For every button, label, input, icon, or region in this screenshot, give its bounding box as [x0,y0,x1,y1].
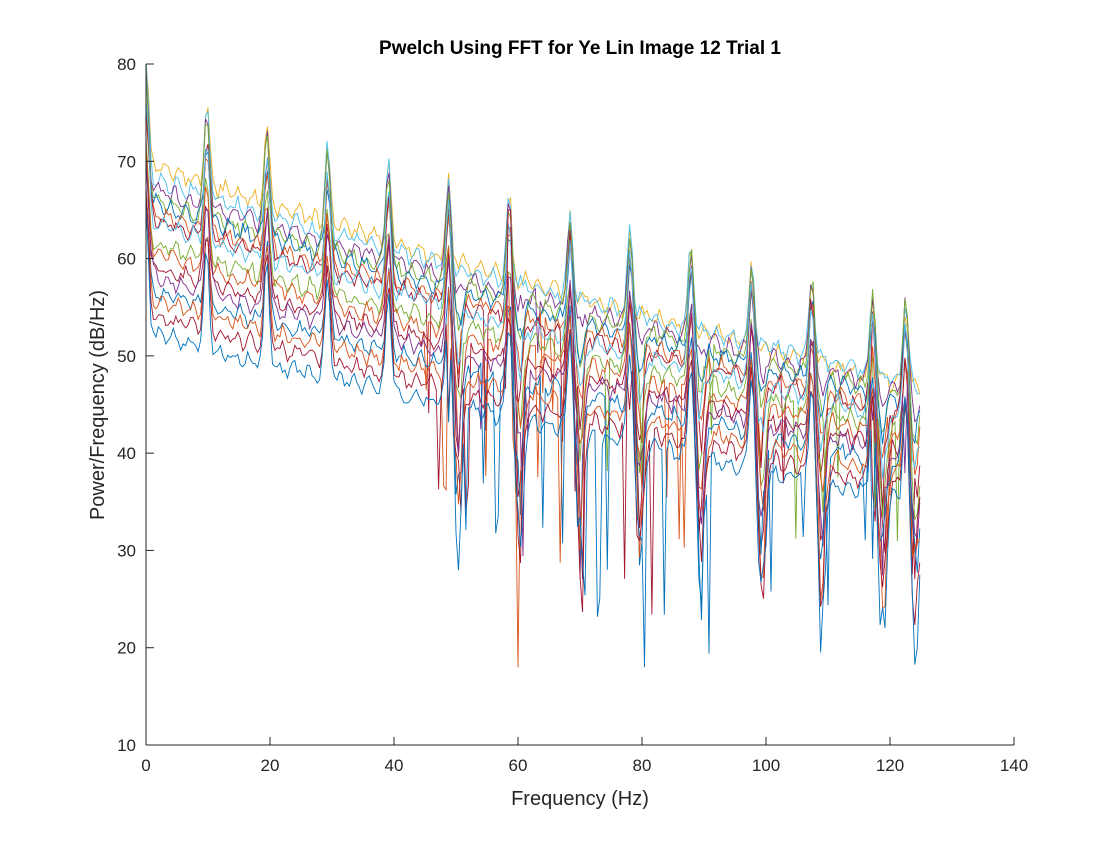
y-tick-label: 70 [117,152,136,171]
y-tick-label: 20 [117,639,136,658]
chart-title: Pwelch Using FFT for Ye Lin Image 12 Tri… [379,38,781,59]
x-axis-title: Frequency (Hz) [511,788,649,810]
series-line-16 [146,203,921,668]
y-tick-label: 80 [117,55,136,74]
series-line-12 [146,158,921,580]
x-tick-label: 140 [1000,756,1028,775]
y-axis-title: Power/Frequency (dB/Hz) [87,290,109,520]
y-tick-label: 30 [117,541,136,560]
x-tick-label: 20 [261,756,280,775]
series-line-10 [146,145,921,576]
series-line-8 [146,100,921,479]
y-tick-label: 60 [117,250,136,269]
x-tick-label: 100 [752,756,780,775]
y-tick-label: 50 [117,347,136,366]
series-line-11 [146,159,921,580]
y-tick-label: 40 [117,444,136,463]
x-tick-label: 0 [141,756,150,775]
series-line-14 [146,188,921,668]
series-line-15 [146,196,921,626]
series-line-13 [146,187,921,621]
series-line-1 [146,64,921,395]
series-line-7 [146,100,921,575]
series-layer [146,64,921,668]
series-line-5 [146,111,921,473]
x-tick-label: 80 [633,756,652,775]
series-line-9 [146,136,921,542]
x-tick-label: 60 [509,756,528,775]
x-tick-label: 40 [385,756,404,775]
y-tick-label: 10 [117,736,136,755]
x-tick-label: 120 [876,756,904,775]
axes-layer: 0 20 40 60 80 100 120 140 10 20 30 40 50 60 70 80 [117,55,1028,775]
